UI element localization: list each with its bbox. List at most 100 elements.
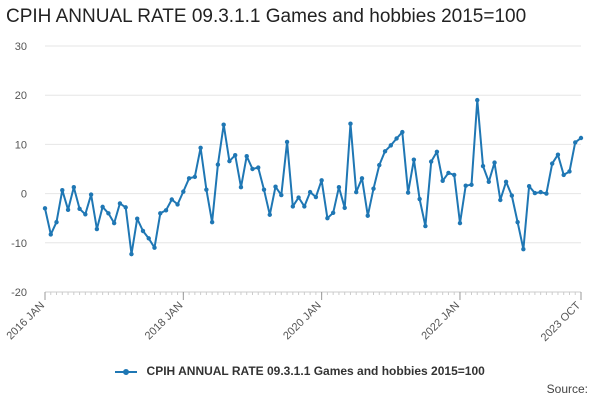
data-point[interactable] [256, 165, 261, 170]
data-point[interactable] [573, 140, 578, 145]
data-point[interactable] [544, 191, 549, 196]
data-point[interactable] [106, 211, 111, 216]
data-point[interactable] [555, 152, 561, 157]
data-point[interactable] [365, 213, 370, 218]
data-point[interactable] [221, 122, 226, 127]
data-point[interactable] [117, 201, 123, 206]
data-point[interactable] [215, 162, 221, 167]
data-point[interactable] [232, 153, 238, 158]
data-point[interactable] [440, 178, 445, 184]
data-point[interactable] [250, 166, 255, 172]
data-point[interactable] [503, 179, 509, 184]
data-point[interactable] [307, 189, 313, 195]
data-point[interactable] [457, 220, 463, 226]
data-point[interactable] [290, 204, 296, 209]
data-point[interactable] [111, 220, 117, 226]
data-point[interactable] [129, 251, 134, 257]
data-point[interactable] [100, 204, 105, 210]
data-point[interactable] [330, 210, 336, 215]
data-point[interactable] [452, 172, 457, 178]
data-point[interactable] [296, 195, 301, 200]
data-point[interactable] [388, 143, 394, 148]
data-point[interactable] [42, 206, 48, 211]
x-tick-label: 2016 JAN [4, 300, 47, 343]
data-point[interactable] [371, 186, 376, 191]
data-point[interactable] [54, 219, 59, 225]
data-point[interactable] [83, 212, 88, 217]
data-point[interactable] [405, 190, 411, 195]
data-point[interactable] [302, 204, 307, 209]
data-point[interactable] [521, 246, 526, 252]
data-point[interactable] [152, 245, 157, 250]
data-point[interactable] [561, 172, 566, 178]
data-point[interactable] [498, 197, 503, 203]
data-point[interactable] [428, 159, 434, 164]
data-point[interactable] [209, 219, 215, 225]
data-point[interactable] [423, 223, 428, 229]
data-point[interactable] [60, 187, 65, 193]
data-point[interactable] [192, 174, 198, 180]
data-point[interactable] [515, 219, 520, 225]
data-point[interactable] [359, 176, 365, 181]
data-point[interactable] [313, 194, 319, 200]
data-point[interactable] [325, 216, 330, 221]
y-tick-label: 10 [15, 139, 27, 151]
data-point[interactable] [204, 187, 209, 192]
data-point[interactable] [244, 154, 249, 159]
data-point[interactable] [469, 182, 474, 187]
data-point[interactable] [578, 135, 584, 141]
data-point[interactable] [140, 228, 146, 234]
data-point[interactable] [567, 169, 572, 174]
data-point[interactable] [169, 197, 174, 202]
data-point[interactable] [394, 136, 399, 141]
data-point[interactable] [261, 187, 267, 192]
data-point[interactable] [492, 160, 497, 165]
data-point[interactable] [354, 189, 359, 195]
data-point[interactable] [175, 202, 180, 207]
data-point[interactable] [342, 205, 347, 211]
data-point[interactable] [71, 185, 77, 190]
data-point[interactable] [135, 216, 140, 221]
data-point[interactable] [198, 145, 203, 151]
data-point[interactable] [549, 161, 555, 166]
data-point[interactable] [411, 157, 417, 162]
data-point[interactable] [238, 185, 244, 190]
data-point[interactable] [163, 208, 169, 213]
data-point[interactable] [463, 183, 468, 188]
data-point[interactable] [267, 212, 272, 217]
data-point[interactable] [279, 192, 284, 198]
data-point[interactable] [158, 211, 163, 216]
x-tick-label: 2023 OCT [539, 299, 584, 344]
data-point[interactable] [348, 121, 353, 126]
data-point[interactable] [146, 236, 151, 241]
data-point[interactable] [181, 189, 186, 194]
data-point[interactable] [400, 129, 405, 135]
data-point[interactable] [480, 163, 486, 169]
legend-swatch-icon [115, 366, 138, 378]
data-point[interactable] [434, 149, 440, 154]
data-point[interactable] [227, 158, 232, 164]
data-point[interactable] [526, 184, 532, 189]
data-point[interactable] [382, 149, 388, 154]
data-point[interactable] [284, 139, 290, 145]
legend[interactable]: CPIH ANNUAL RATE 09.3.1.1 Games and hobb… [0, 364, 600, 378]
data-point[interactable] [186, 176, 192, 181]
data-point[interactable] [319, 178, 324, 183]
data-point[interactable] [475, 97, 480, 103]
data-point[interactable] [417, 196, 422, 202]
data-point[interactable] [538, 189, 543, 195]
data-point[interactable] [123, 205, 128, 210]
data-point[interactable] [377, 162, 382, 168]
data-point[interactable] [65, 207, 71, 213]
data-point[interactable] [273, 184, 278, 189]
data-point[interactable] [48, 232, 53, 237]
data-point[interactable] [532, 190, 538, 196]
data-point[interactable] [77, 206, 82, 212]
data-point[interactable] [88, 192, 94, 197]
data-point[interactable] [509, 193, 515, 198]
data-point[interactable] [446, 170, 451, 176]
data-point[interactable] [94, 226, 100, 232]
data-point[interactable] [336, 185, 342, 190]
data-point[interactable] [486, 179, 491, 184]
